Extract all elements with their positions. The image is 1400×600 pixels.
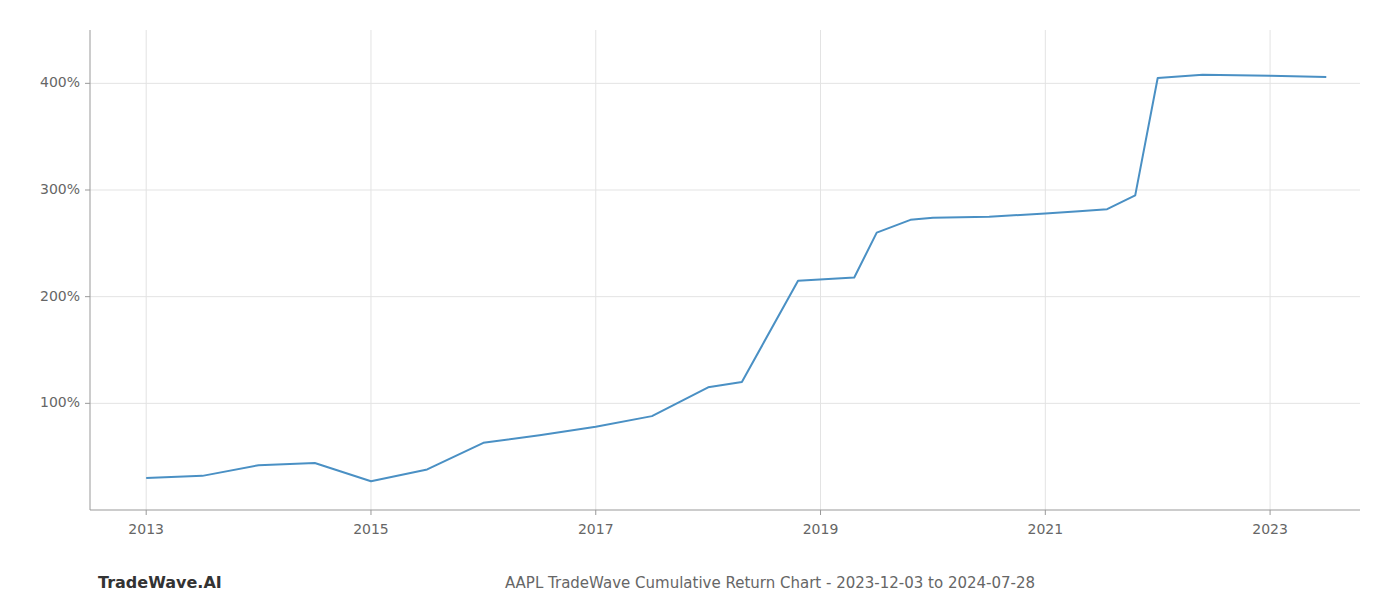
tick-mark-y [85, 403, 90, 404]
tick-label-y: 100% [40, 394, 80, 410]
grid-line-y [90, 403, 1360, 404]
tick-mark-y [85, 83, 90, 84]
background [0, 0, 1400, 600]
chart-title: AAPL TradeWave Cumulative Return Chart -… [505, 574, 1035, 592]
tick-label-x: 2015 [353, 521, 389, 537]
tick-mark-x [146, 510, 147, 515]
grid-line-x [1045, 30, 1046, 510]
tick-mark-x [595, 510, 596, 515]
chart-svg: 100% 200% 300% 400% 2013 2015 2017 2019 2021 2023… [0, 0, 1400, 600]
axes: 100% 200% 300% 400% 2013 2015 2017 2019 2021 2023 [40, 30, 1360, 537]
plot-area [146, 75, 1326, 481]
tick-mark-x [1045, 510, 1046, 515]
tick-label-y: 300% [40, 181, 80, 197]
data-line [146, 75, 1326, 481]
grid-line-x [820, 30, 821, 510]
tick-label-x: 2021 [1027, 521, 1063, 537]
tick-mark-y [85, 296, 90, 297]
grid-line-y [90, 296, 1360, 297]
tick-label-x: 2013 [128, 521, 164, 537]
tick-label-y: 400% [40, 74, 80, 90]
tick-label-y: 200% [40, 288, 80, 304]
tick-mark-x [1270, 510, 1271, 515]
axis-line-x [90, 510, 1360, 511]
tick-label-x: 2023 [1252, 521, 1288, 537]
tick-label-x: 2017 [578, 521, 614, 537]
grid-line-x [1270, 30, 1271, 510]
tick-mark-x [370, 510, 371, 515]
grid-line-y [90, 83, 1360, 84]
grid-line-y [90, 190, 1360, 191]
grid [90, 30, 1360, 510]
tick-mark-x [820, 510, 821, 515]
tick-label-x: 2019 [803, 521, 839, 537]
watermark: TradeWave.AI [98, 573, 222, 592]
grid-line-x [595, 30, 596, 510]
grid-line-x [146, 30, 147, 510]
chart-container: 100% 200% 300% 400% 2013 2015 2017 2019 2021 2023… [0, 0, 1400, 600]
axis-line-y [90, 30, 91, 510]
grid-line-x [370, 30, 371, 510]
tick-mark-y [85, 190, 90, 191]
